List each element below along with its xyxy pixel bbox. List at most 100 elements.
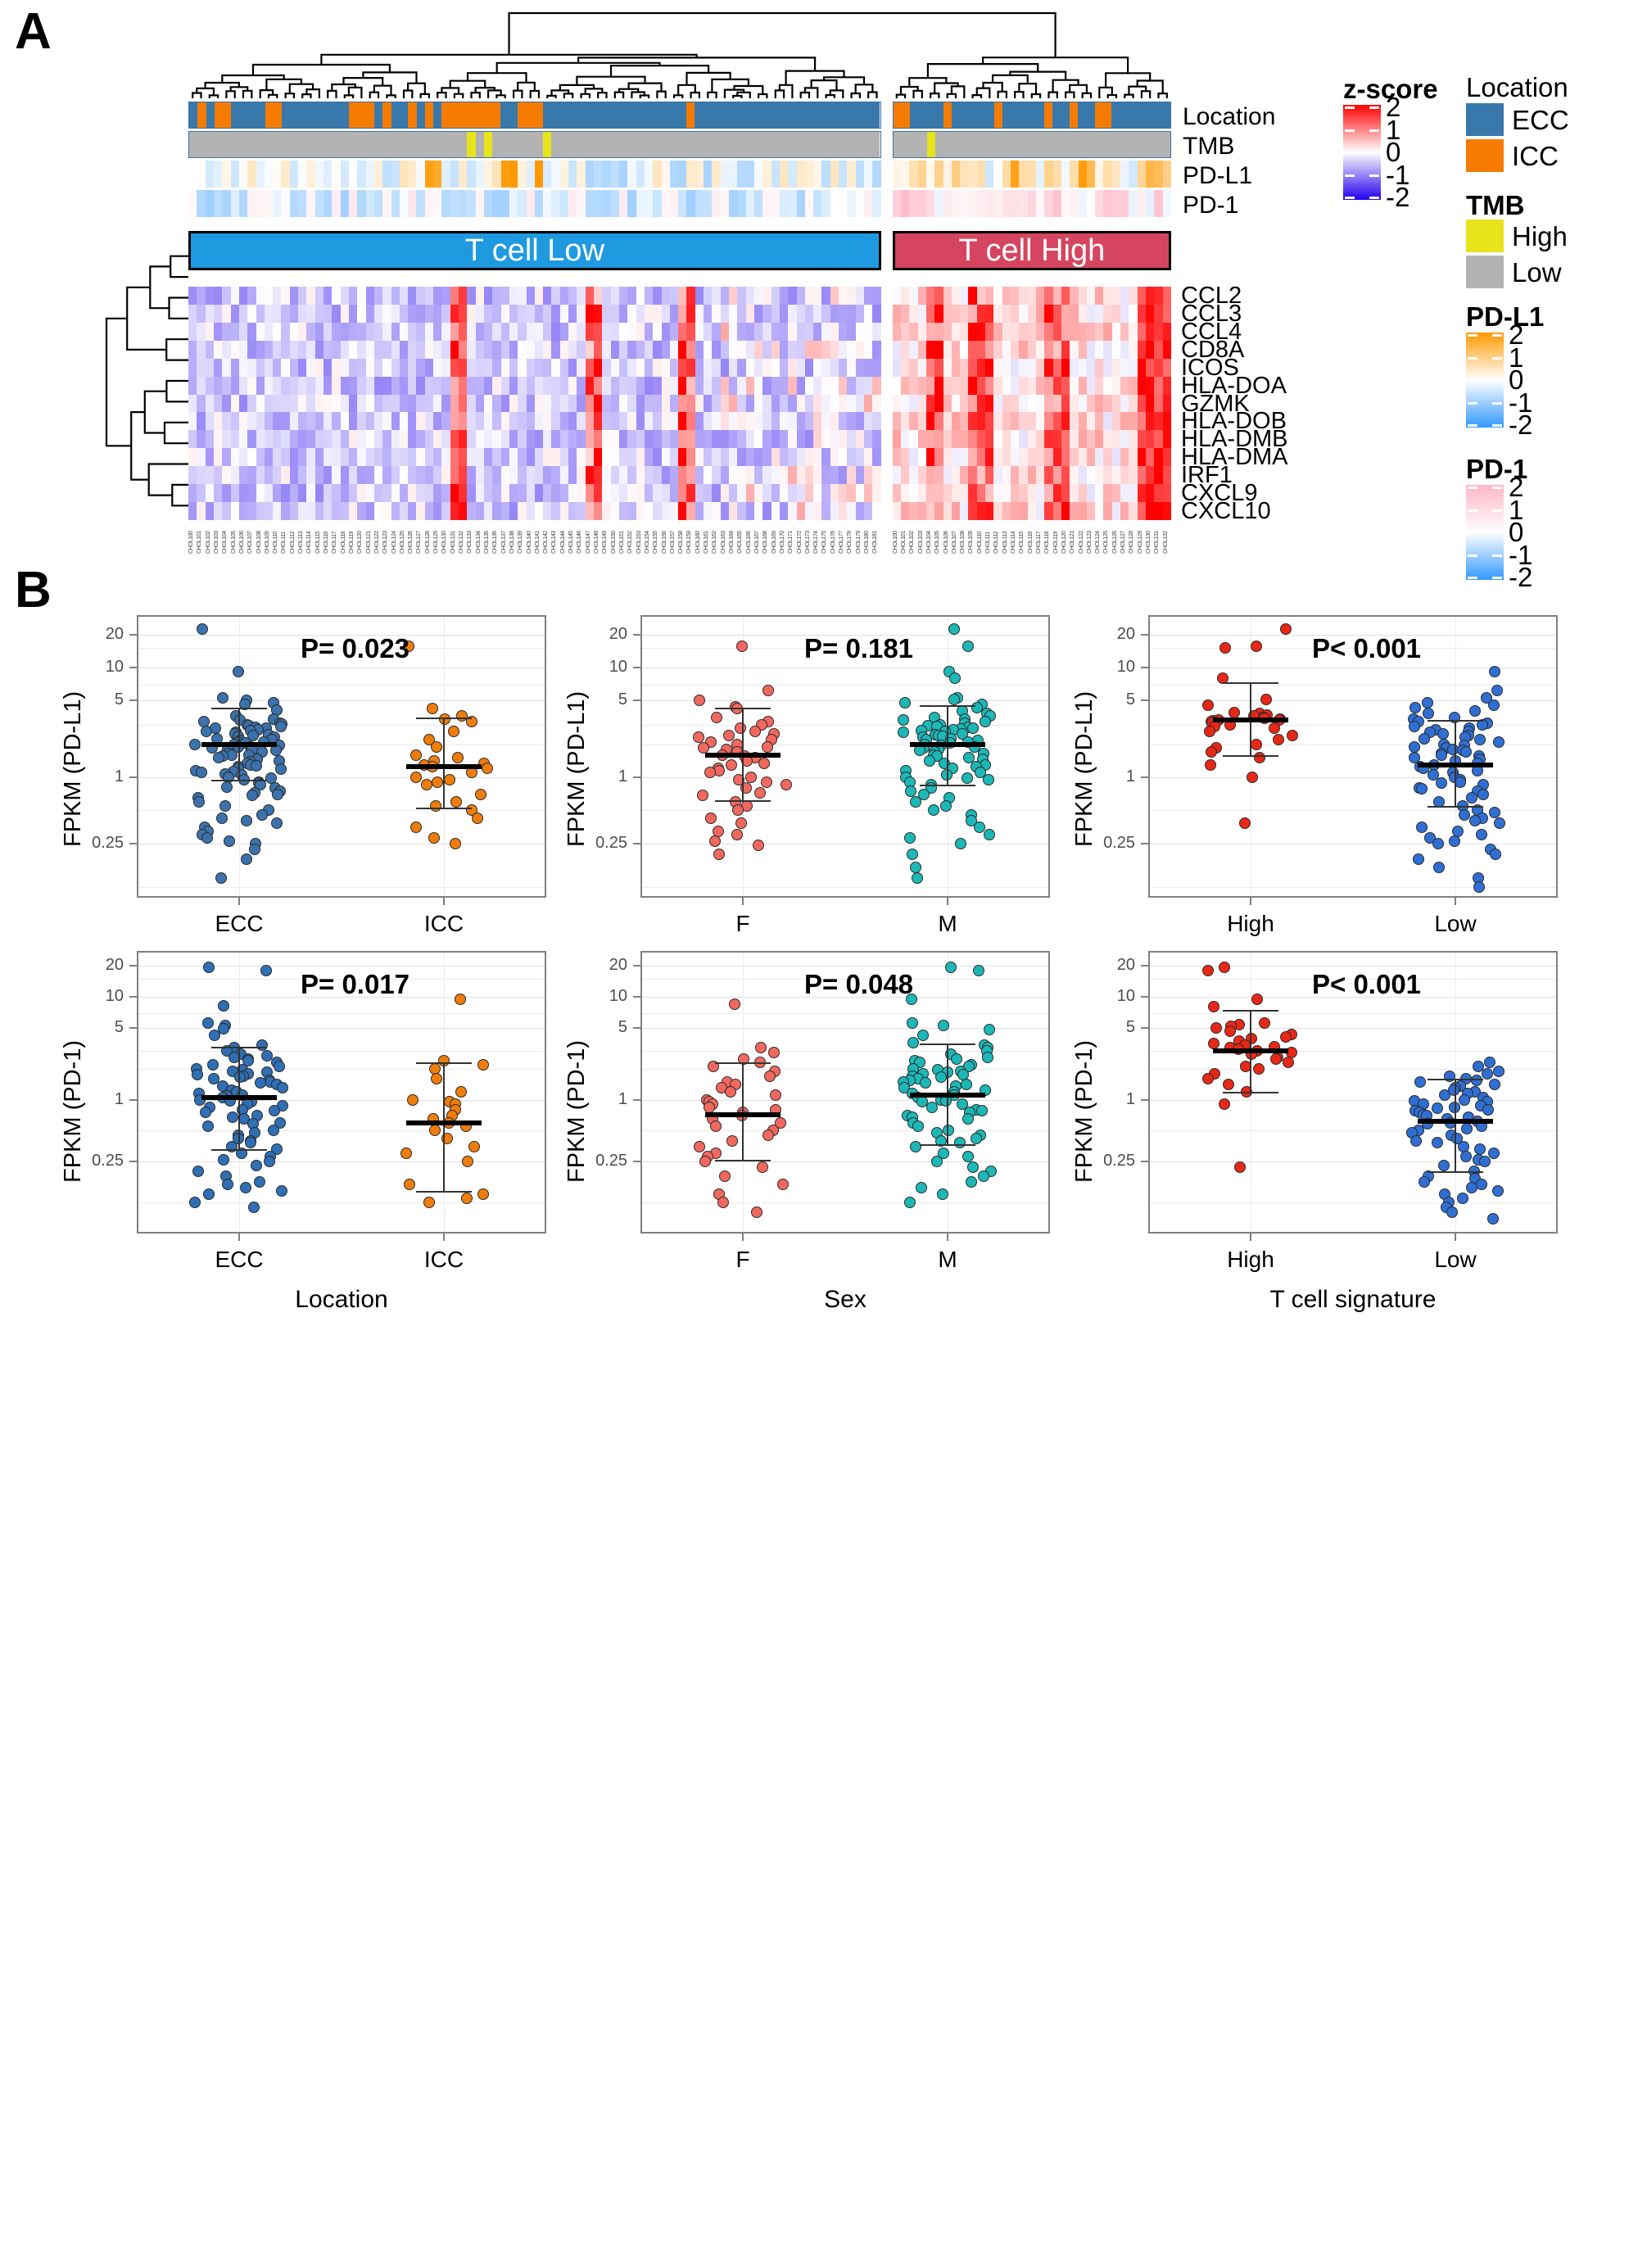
- heatmap-cell: [686, 358, 695, 377]
- heatmap-cell: [968, 304, 977, 323]
- heatmap-cell: [900, 322, 910, 341]
- data-point: [1466, 792, 1478, 804]
- annotation-cell: [762, 161, 771, 188]
- heatmap-cell: [813, 466, 822, 485]
- data-point: [1438, 1159, 1450, 1171]
- sample-tick-label: CHOL124: [1095, 531, 1102, 554]
- data-point: [212, 752, 224, 764]
- gene-label: CCL2: [1181, 282, 1242, 309]
- sample-tick-label: CHOL137: [500, 531, 507, 554]
- annotation-row-pd-l1: [188, 161, 881, 188]
- heatmap-cell: [205, 430, 214, 449]
- heatmap-cell: [509, 412, 518, 431]
- heatmap-cell: [695, 376, 704, 395]
- heatmap-cell: [230, 502, 239, 520]
- y-tick-mark: [1141, 965, 1148, 967]
- annotation-cell: [909, 190, 918, 217]
- heatmap-cell: [256, 322, 265, 341]
- scatter-plot-pd1-location: 0.25 1 5 10 20 ECC ICC P= 0.017 Location FPKM (PD…: [45, 946, 561, 1335]
- sample-tick-label: CHOL120: [357, 531, 364, 554]
- minor-gridline: [138, 684, 545, 686]
- sample-tick-label: CHOL161: [704, 531, 710, 554]
- data-point: [1218, 1098, 1230, 1111]
- heatmap-cell: [559, 322, 569, 341]
- heatmap-cell: [762, 304, 771, 323]
- heatmap-cell: [712, 322, 721, 341]
- annotation-cell: [1035, 161, 1045, 188]
- heatmap-cell: [264, 412, 274, 431]
- annotation-cell: [778, 132, 787, 157]
- heatmap-cell: [934, 484, 943, 503]
- heatmap-cell: [1146, 430, 1155, 449]
- heatmap-cell: [618, 448, 628, 467]
- heatmap-cell: [289, 340, 299, 359]
- annotation-cell: [652, 102, 661, 128]
- data-point: [420, 779, 432, 791]
- heatmap-cell: [281, 376, 290, 395]
- heatmap-cell: [847, 430, 856, 449]
- annotation-cell: [786, 132, 796, 157]
- heatmap-cell: [661, 304, 670, 323]
- heatmap-cell: [332, 484, 341, 503]
- heatmap-cell: [433, 340, 442, 359]
- heatmap-cell: [925, 304, 935, 323]
- y-tick-label: 0.25: [595, 1152, 627, 1170]
- heatmap-cell: [644, 304, 654, 323]
- heatmap-cell: [678, 322, 687, 341]
- y-tick-label: 5: [114, 1017, 124, 1036]
- annotation-cell: [660, 102, 670, 128]
- heatmap-cell: [686, 466, 695, 485]
- heatmap-cell: [1154, 340, 1163, 359]
- heatmap-cell: [289, 394, 299, 413]
- heatmap-cell: [855, 304, 864, 323]
- heatmap-cell: [985, 448, 994, 467]
- row-dendrogram: [105, 255, 188, 507]
- heatmap-cell: [534, 412, 544, 431]
- pd-1-tick-mark: [1492, 509, 1502, 512]
- heatmap-cell: [1103, 394, 1112, 413]
- heatmap-cell: [1061, 412, 1070, 431]
- annotation-cell: [188, 161, 197, 188]
- y-tick-mark: [1141, 776, 1148, 778]
- sample-tick-label: CHOL166: [745, 531, 752, 554]
- heatmap-cell: [636, 394, 645, 413]
- heatmap-cell: [256, 376, 265, 395]
- z-score-tick-label: 0: [1386, 137, 1401, 167]
- pd-l1-tick-label: 2: [1509, 319, 1524, 350]
- annotation-cell: [391, 132, 400, 157]
- heatmap-cell: [788, 304, 797, 323]
- data-point: [962, 1151, 975, 1163]
- annotation-cell: [517, 102, 527, 128]
- heatmap-cell: [796, 412, 805, 431]
- annotation-cell: [744, 102, 753, 128]
- annotation-cell: [618, 132, 627, 157]
- heatmap-cell: [762, 484, 771, 503]
- y-tick-label: 1: [114, 767, 124, 785]
- annotation-cell: [703, 102, 712, 128]
- heatmap-cell: [424, 340, 434, 359]
- heatmap-cell: [340, 304, 349, 323]
- error-bar-cap: [416, 718, 472, 720]
- heatmap-cell: [424, 376, 434, 395]
- pd-1-tick-label: -2: [1509, 562, 1533, 592]
- data-point: [450, 795, 462, 808]
- annotation-cell: [306, 132, 316, 157]
- data-point: [758, 757, 771, 769]
- heatmap-cell: [416, 358, 425, 377]
- heatmap-cell: [357, 304, 366, 323]
- data-point: [404, 1179, 416, 1191]
- heatmap-cell: [467, 430, 476, 449]
- gene-label: GZMK: [1181, 390, 1250, 417]
- heatmap-cell: [273, 287, 282, 305]
- heatmap-cell: [467, 287, 476, 305]
- heatmap-cell: [230, 394, 239, 413]
- heatmap-cell: [1035, 304, 1045, 323]
- gridline: [1150, 634, 1556, 636]
- heatmap-row: [188, 412, 881, 431]
- annotation-cell: [231, 102, 240, 128]
- data-point: [971, 1132, 983, 1144]
- heatmap-cell: [399, 430, 409, 449]
- heatmap-cell: [729, 502, 738, 520]
- heatmap-cell: [357, 287, 366, 305]
